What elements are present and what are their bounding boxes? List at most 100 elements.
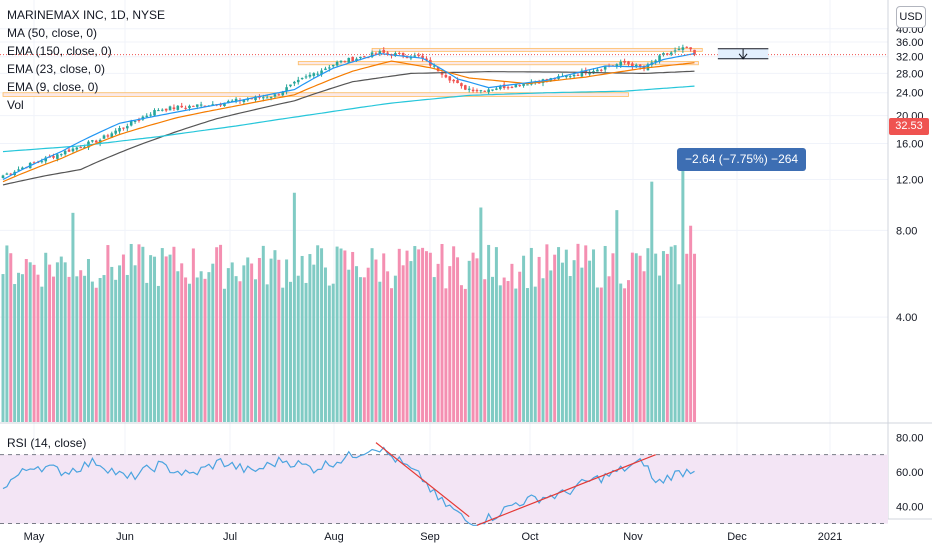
volume-bar	[86, 259, 90, 422]
candle-body	[102, 135, 106, 139]
price-tick-label: 4.00	[896, 312, 917, 324]
candle-body	[281, 91, 285, 96]
volume-bar	[654, 253, 658, 422]
volume-bar	[642, 271, 646, 422]
volume-bar	[669, 246, 673, 422]
candles	[1, 44, 696, 179]
volume-bar	[20, 274, 24, 422]
candle-body	[250, 98, 253, 100]
volume-bar	[428, 252, 432, 422]
volume-bar	[693, 253, 697, 422]
candle-body	[21, 167, 24, 170]
volume-bar	[677, 284, 681, 422]
candle-up	[157, 108, 160, 112]
rsi-title[interactable]: RSI (14, close)	[7, 436, 87, 450]
candle-up	[17, 166, 20, 171]
candle-body	[545, 79, 549, 81]
candle-body	[502, 84, 506, 88]
volume-bar	[75, 276, 79, 422]
candle-body	[401, 52, 405, 57]
volume-bar	[5, 245, 9, 422]
candle-up	[102, 134, 106, 139]
volume-bar	[246, 257, 250, 422]
volume-bar	[44, 252, 48, 422]
volume-bar	[9, 253, 13, 422]
volume-bar	[180, 263, 184, 422]
candle-down	[421, 53, 424, 62]
volume-bar	[611, 253, 615, 422]
legend-ema150[interactable]: EMA (150, close, 0)	[7, 44, 112, 58]
volume-bar	[13, 284, 17, 422]
candle-body	[71, 148, 75, 152]
currency-button[interactable]: USD	[896, 6, 926, 28]
candle-body	[343, 61, 347, 63]
time-tick-label: May	[24, 531, 45, 543]
candle-body	[526, 84, 529, 86]
candle-body	[324, 68, 327, 70]
candle-down	[180, 102, 184, 108]
candle-down	[627, 60, 630, 68]
volume-bar	[48, 264, 52, 422]
candle-body	[56, 154, 59, 159]
symbol-title[interactable]: MARINEMAX INC, 1D, NYSE	[7, 8, 166, 22]
volume-bar	[557, 247, 561, 422]
volume-bar	[689, 225, 693, 422]
legend-ma50[interactable]: MA (50, close, 0)	[7, 26, 98, 40]
volume-bar	[421, 247, 425, 422]
candle-body	[145, 115, 149, 117]
candle-body	[9, 173, 13, 175]
candle-up	[71, 147, 75, 153]
candle-up	[168, 105, 172, 111]
price-tick-label: 8.00	[896, 225, 917, 237]
candle-up	[658, 54, 661, 64]
volume-bar	[393, 275, 397, 422]
candle-body	[168, 106, 172, 111]
volume-bar	[98, 278, 102, 422]
volume-bar	[483, 279, 487, 422]
volume-bar	[619, 283, 623, 422]
volume-bar	[623, 288, 627, 422]
candle-body	[223, 102, 226, 107]
candle-up	[153, 108, 156, 117]
candle-body	[522, 83, 525, 86]
candle-body	[580, 70, 584, 77]
candle-body	[669, 52, 673, 55]
candle-body	[5, 173, 9, 175]
candle-body	[413, 55, 417, 57]
volume-bar	[110, 266, 114, 422]
legend-ema23[interactable]: EMA (23, close, 0)	[7, 62, 106, 76]
candle-up	[526, 84, 529, 86]
volume-bar	[681, 164, 685, 422]
volume-bar	[118, 265, 122, 422]
legend-ema9[interactable]: EMA (9, close, 0)	[7, 80, 99, 94]
volume-bar	[518, 271, 522, 422]
volume-bar	[413, 246, 417, 422]
volume-bar	[374, 259, 378, 422]
volume-bar	[137, 244, 141, 422]
candle-body	[1, 175, 5, 179]
candle-body	[160, 109, 164, 111]
candle-up	[394, 51, 397, 57]
volume-bar	[199, 271, 203, 422]
candle-up	[145, 113, 149, 118]
candle-down	[417, 52, 420, 58]
candle-down	[363, 55, 366, 58]
candle-up	[324, 66, 327, 71]
volume-bar	[269, 258, 273, 422]
candle-body	[320, 70, 323, 75]
candle-body	[510, 86, 514, 88]
candle-body	[397, 52, 401, 54]
candle-down	[471, 87, 475, 93]
volume-bar	[277, 259, 281, 422]
measure-result-label[interactable]: −2.64 (−7.75%) −264	[677, 148, 807, 171]
volume-bar	[533, 286, 537, 422]
candle-body	[685, 46, 689, 48]
candle-body	[363, 56, 366, 58]
volume-bar	[160, 248, 164, 422]
candle-body	[285, 87, 288, 92]
candle-up	[320, 68, 323, 77]
volume-bar	[553, 254, 557, 422]
legend-volume[interactable]: Vol	[7, 98, 24, 112]
